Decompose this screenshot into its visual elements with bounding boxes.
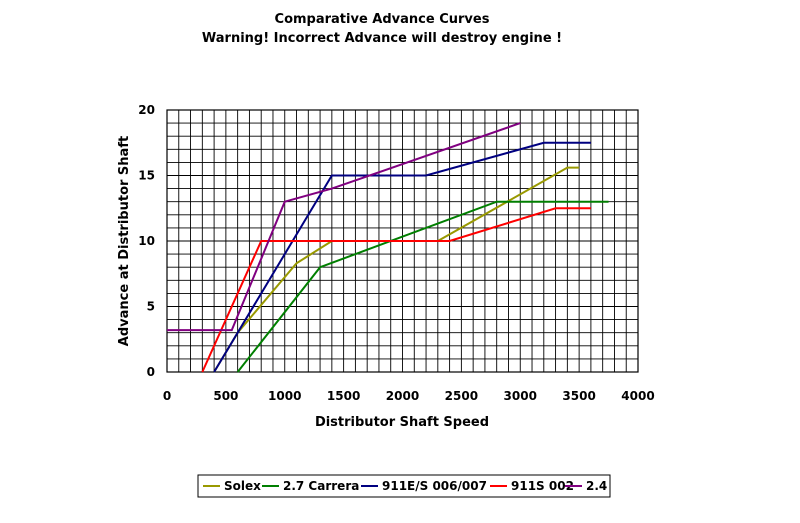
series-lines	[167, 122, 609, 373]
chart-title: Comparative Advance Curves	[275, 12, 490, 27]
x-tick-label: 2500	[445, 389, 478, 403]
x-tick-label: 4000	[621, 389, 654, 403]
y-tick-label: 0	[147, 365, 155, 379]
y-tick-label: 20	[138, 103, 155, 117]
chart-subtitle: Warning! Incorrect Advance will destroy …	[202, 31, 562, 46]
legend-label: 2.7 Carrera	[283, 479, 359, 493]
legend-label: Solex	[224, 479, 261, 493]
y-tick-labels: 0 5 10 15 20	[138, 103, 155, 379]
x-tick-label: 0	[163, 389, 171, 403]
y-tick-label: 15	[138, 169, 155, 183]
legend-label: 911S 002	[511, 479, 574, 493]
legend-box	[197, 474, 611, 498]
x-tick-label: 3000	[504, 389, 537, 403]
legend-label: 2.4	[586, 479, 607, 493]
x-tick-labels: 0 500 1000 1500 2000 2500 3000 3500 4000	[163, 389, 655, 403]
x-axis-label: Distributor Shaft Speed	[315, 415, 489, 430]
x-tick-label: 1500	[327, 389, 360, 403]
y-axis-label: Advance at Distributor Shaft	[117, 136, 132, 346]
legend-label: 911E/S 006/007	[382, 479, 487, 493]
y-tick-label: 10	[138, 234, 155, 248]
y-tick-label: 5	[147, 300, 155, 314]
x-tick-label: 500	[213, 389, 238, 403]
x-tick-label: 2000	[386, 389, 419, 403]
series-line-2-7-carrera	[236, 200, 609, 373]
x-tick-label: 3500	[562, 389, 595, 403]
x-tick-label: 1000	[268, 389, 301, 403]
series-line-2-4	[167, 122, 521, 332]
series-line-911s-002	[201, 207, 591, 373]
legend: Solex 2.7 Carrera 911E/S 006/007 911S 002 2.…	[203, 479, 607, 493]
